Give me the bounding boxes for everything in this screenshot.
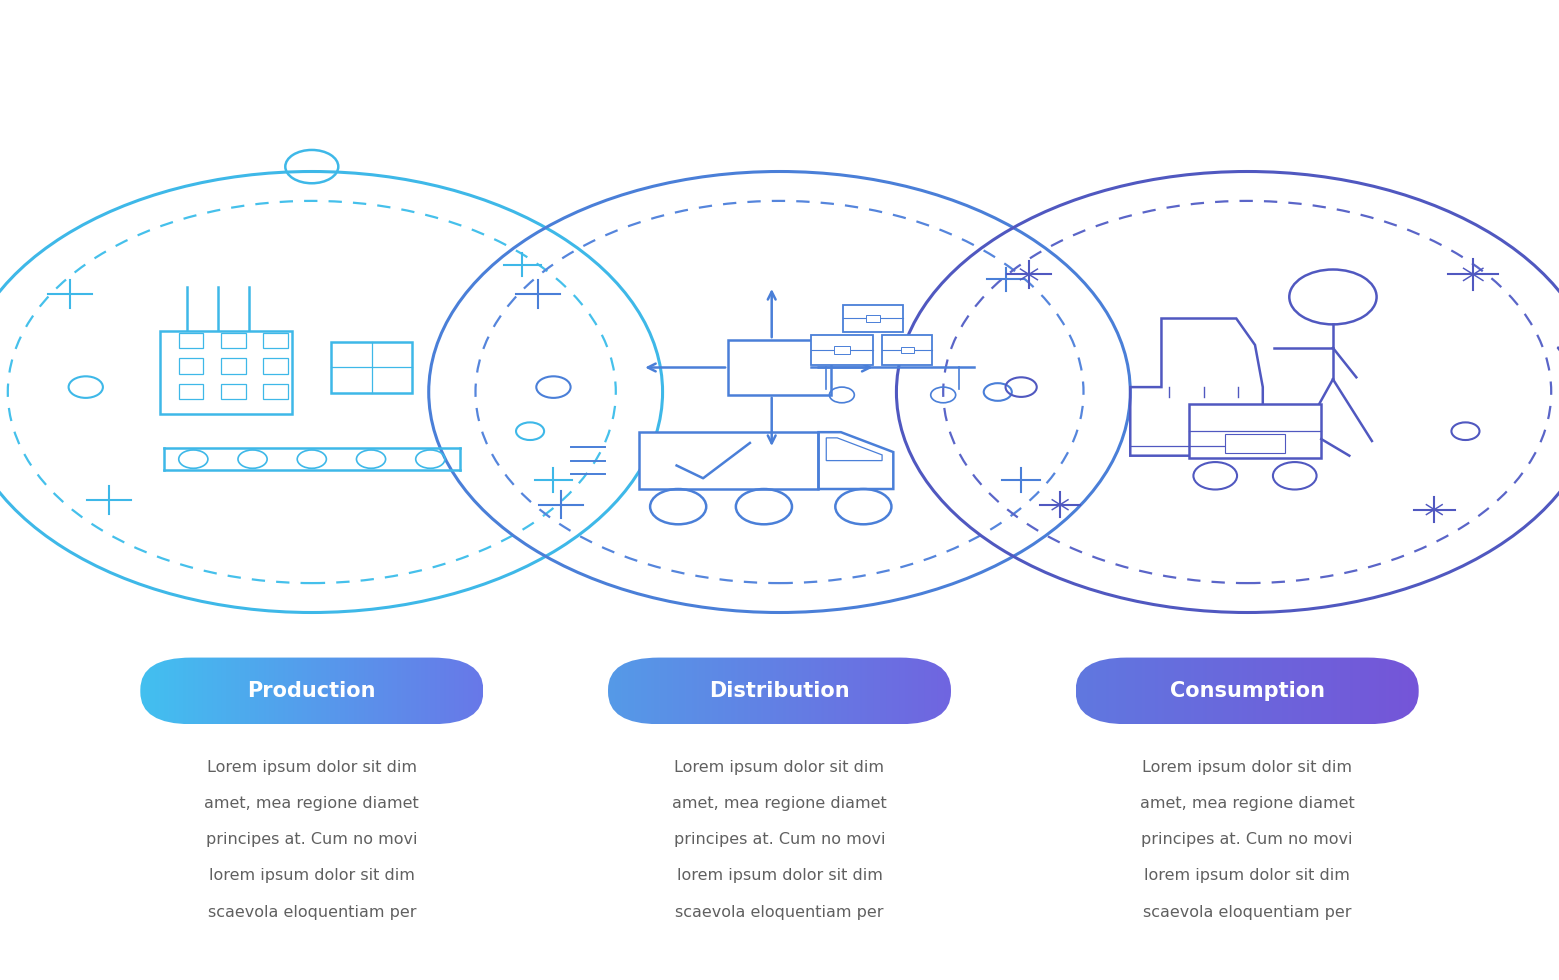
Bar	[262, 359, 287, 374]
Text: principes at. Cum no movi: principes at. Cum no movi	[206, 832, 418, 847]
Bar	[262, 333, 287, 349]
Text: Distribution: Distribution	[709, 681, 850, 701]
Text: amet, mea regione diamet: amet, mea regione diamet	[204, 796, 419, 810]
Bar	[221, 333, 246, 349]
Bar	[728, 340, 831, 395]
Bar	[834, 346, 850, 354]
Text: Lorem ipsum dolor sit dim: Lorem ipsum dolor sit dim	[207, 760, 416, 774]
Text: Lorem ipsum dolor sit dim: Lorem ipsum dolor sit dim	[675, 760, 884, 774]
Text: amet, mea regione diamet: amet, mea regione diamet	[672, 796, 887, 810]
Text: principes at. Cum no movi: principes at. Cum no movi	[673, 832, 886, 847]
Text: lorem ipsum dolor sit dim: lorem ipsum dolor sit dim	[209, 868, 415, 883]
Bar	[262, 384, 287, 400]
Bar	[1225, 434, 1285, 453]
Bar	[221, 359, 246, 374]
Bar	[179, 384, 203, 400]
Text: principes at. Cum no movi: principes at. Cum no movi	[1141, 832, 1353, 847]
Text: scaevola eloquentiam per: scaevola eloquentiam per	[207, 905, 416, 919]
Bar	[221, 384, 246, 400]
Text: Production: Production	[248, 681, 376, 701]
Bar	[865, 315, 881, 322]
Bar	[1190, 404, 1322, 459]
Bar	[811, 335, 873, 365]
Text: scaevola eloquentiam per: scaevola eloquentiam per	[1143, 905, 1352, 919]
Text: Lorem ipsum dolor sit dim: Lorem ipsum dolor sit dim	[1143, 760, 1352, 774]
Text: Consumption: Consumption	[1169, 681, 1325, 701]
Bar	[901, 347, 914, 353]
Text: lorem ipsum dolor sit dim: lorem ipsum dolor sit dim	[1144, 868, 1350, 883]
Text: amet, mea regione diamet: amet, mea regione diamet	[1140, 796, 1355, 810]
Bar	[179, 359, 203, 374]
Bar	[639, 432, 818, 489]
Bar	[882, 335, 932, 365]
Bar	[843, 305, 903, 332]
Bar	[179, 333, 203, 349]
Bar	[161, 331, 293, 414]
Text: scaevola eloquentiam per: scaevola eloquentiam per	[675, 905, 884, 919]
Text: lorem ipsum dolor sit dim: lorem ipsum dolor sit dim	[677, 868, 882, 883]
Bar	[331, 342, 412, 393]
